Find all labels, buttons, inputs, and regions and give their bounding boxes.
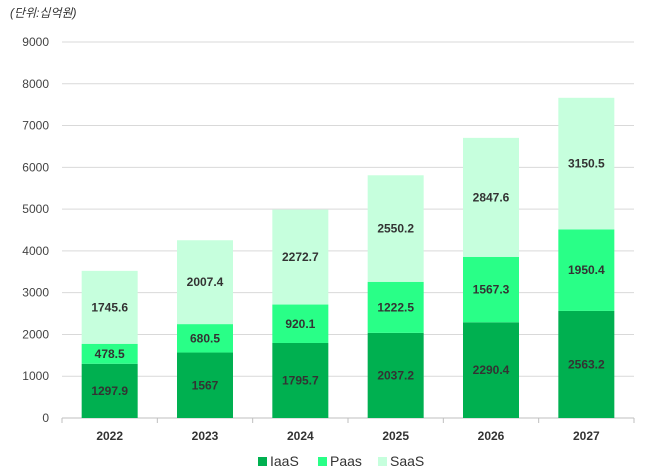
data-label: 478.5 — [95, 347, 125, 361]
unit-label: (단위:십억원) — [10, 6, 77, 20]
bar-iaas-2025[interactable] — [367, 332, 424, 418]
y-tick-label: 9000 — [22, 35, 49, 49]
bar-paas-2026[interactable] — [463, 256, 519, 323]
y-tick-label: 6000 — [22, 160, 49, 174]
x-tick-label: 2026 — [478, 429, 505, 443]
data-label: 1567.3 — [473, 283, 510, 297]
y-tick-label: 1000 — [22, 369, 49, 383]
bar-iaas-2023[interactable] — [177, 352, 233, 418]
bar-paas-2025[interactable] — [367, 281, 424, 333]
bar-paas-2024[interactable] — [272, 304, 329, 343]
bar-iaas-2027[interactable] — [558, 310, 615, 418]
x-tick-label: 2025 — [382, 429, 409, 443]
bar-saas-2027[interactable] — [558, 97, 615, 230]
data-label: 1795.7 — [282, 373, 319, 387]
data-label: 3150.5 — [568, 157, 605, 171]
data-label: 2007.4 — [187, 275, 224, 289]
bar-iaas-2026[interactable] — [463, 322, 519, 418]
data-label: 2847.6 — [473, 190, 510, 204]
legend-label-saas: SaaS — [390, 453, 424, 469]
bar-saas-2026[interactable] — [463, 137, 519, 257]
data-label: 2272.7 — [282, 250, 319, 264]
data-label: 2550.2 — [377, 222, 414, 236]
bar-paas-2027[interactable] — [558, 229, 615, 311]
data-label: 1567 — [192, 378, 219, 392]
legend-label-paas: Paas — [330, 453, 362, 469]
bar-saas-2025[interactable] — [367, 175, 424, 282]
y-tick-label: 4000 — [22, 244, 49, 258]
bar-paas-2023[interactable] — [177, 324, 233, 353]
legend-label-iaas: IaaS — [270, 453, 299, 469]
legend-swatch-paas — [318, 457, 327, 466]
y-tick-label: 3000 — [22, 286, 49, 300]
bar-saas-2024[interactable] — [272, 209, 329, 305]
y-tick-label: 7000 — [22, 119, 49, 133]
bar-iaas-2022[interactable] — [81, 363, 138, 418]
data-label: 680.5 — [190, 331, 220, 345]
y-tick-label: 8000 — [22, 77, 49, 91]
data-label: 1297.9 — [91, 384, 128, 398]
y-tick-label: 5000 — [22, 202, 49, 216]
data-label: 920.1 — [285, 317, 315, 331]
y-tick-label: 0 — [42, 411, 49, 425]
data-label: 2563.2 — [568, 357, 605, 371]
legend-swatch-saas — [378, 457, 387, 466]
data-label: 1745.6 — [91, 300, 128, 314]
data-label: 1222.5 — [377, 300, 414, 314]
bar-iaas-2024[interactable] — [272, 342, 329, 418]
x-tick-label: 2027 — [573, 429, 600, 443]
data-label: 2037.2 — [377, 368, 414, 382]
x-tick-label: 2023 — [192, 429, 219, 443]
legend-swatch-iaas — [258, 457, 267, 466]
y-tick-label: 2000 — [22, 327, 49, 341]
bar-saas-2022[interactable] — [81, 270, 138, 344]
bar-saas-2023[interactable] — [177, 240, 233, 325]
data-label: 2290.4 — [473, 363, 510, 377]
data-label: 1950.4 — [568, 263, 605, 277]
bar-paas-2022[interactable] — [81, 343, 138, 364]
x-tick-label: 2024 — [287, 429, 314, 443]
x-tick-label: 2022 — [96, 429, 123, 443]
